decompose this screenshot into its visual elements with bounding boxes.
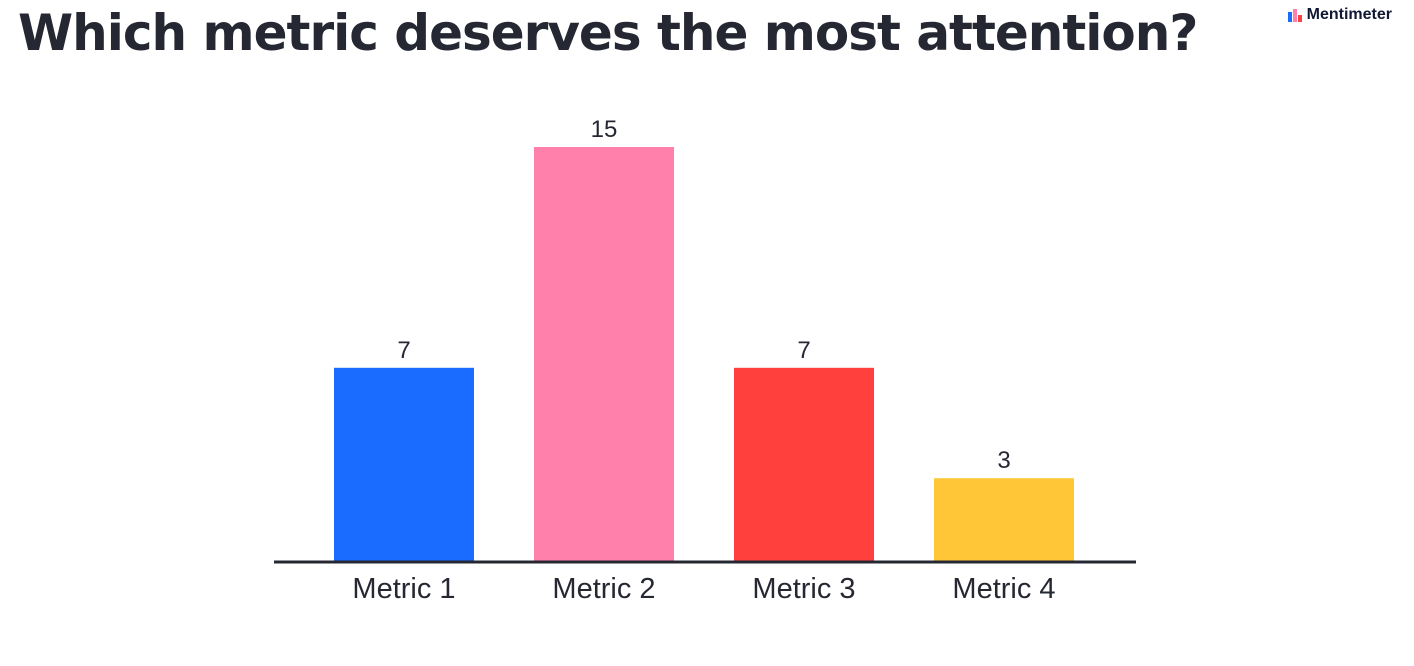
- mentimeter-logo-icon: [1287, 8, 1302, 22]
- bar-metric-4: [934, 478, 1074, 561]
- value-label-metric-3: 7: [797, 337, 810, 364]
- brand-logo: Mentimeter: [1287, 6, 1392, 24]
- bar-metric-2: [534, 147, 674, 561]
- page-title: Which metric deserves the most attention…: [18, 4, 1198, 62]
- category-label-metric-3: Metric 3: [752, 573, 855, 605]
- value-label-metric-1: 7: [397, 337, 410, 364]
- brand-name: Mentimeter: [1306, 6, 1392, 23]
- category-label-metric-4: Metric 4: [952, 573, 1055, 605]
- category-label-metric-1: Metric 1: [352, 573, 455, 605]
- chart-bars: 7 Metric 1 15 Metric 2 7 Metric 3 3 Metric 4: [334, 116, 1074, 605]
- bar-metric-3: [734, 367, 874, 561]
- value-label-metric-4: 3: [997, 447, 1010, 474]
- value-label-metric-2: 15: [591, 116, 618, 143]
- category-label-metric-2: Metric 2: [552, 573, 655, 605]
- bar-metric-1: [334, 367, 474, 561]
